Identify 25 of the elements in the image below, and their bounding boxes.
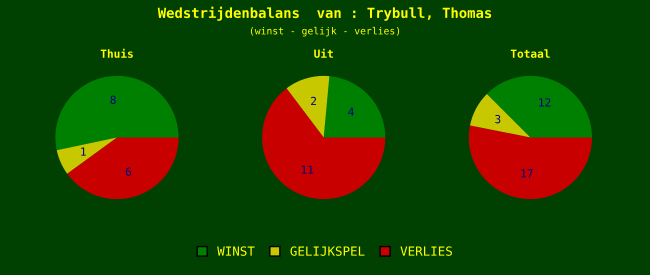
pie-slice <box>486 76 592 138</box>
pie-slice <box>67 138 179 200</box>
text: (winst - gelijk - verlies) <box>250 26 400 36</box>
pie-slice <box>56 138 117 174</box>
data-label: 2 <box>311 96 316 106</box>
data-label: 6 <box>126 168 132 176</box>
legend-label: WINST <box>217 246 255 256</box>
data-label: 3 <box>495 114 500 124</box>
data-label: 12 <box>539 98 550 106</box>
pie-slice <box>470 94 530 138</box>
chart-title: Totaal <box>510 49 550 58</box>
chart-title: Thuis <box>100 48 133 58</box>
legend-label: GELIJKSPEL <box>290 246 365 256</box>
data-label: 1 <box>81 148 86 156</box>
legend-label: VERLIES <box>400 246 452 256</box>
data-label: 8 <box>110 96 116 104</box>
pie-slice <box>262 88 386 200</box>
data-label: 11 <box>302 166 314 174</box>
pie-slice <box>324 76 386 138</box>
pie-slice <box>468 125 592 200</box>
data-label: 17 <box>521 169 533 178</box>
text: Wedstrijdenbalans van : Trybull, Thomas <box>158 6 492 21</box>
chart-title: Uit <box>314 48 333 58</box>
pie-slice <box>286 76 330 138</box>
data-label: 4 <box>348 108 354 116</box>
